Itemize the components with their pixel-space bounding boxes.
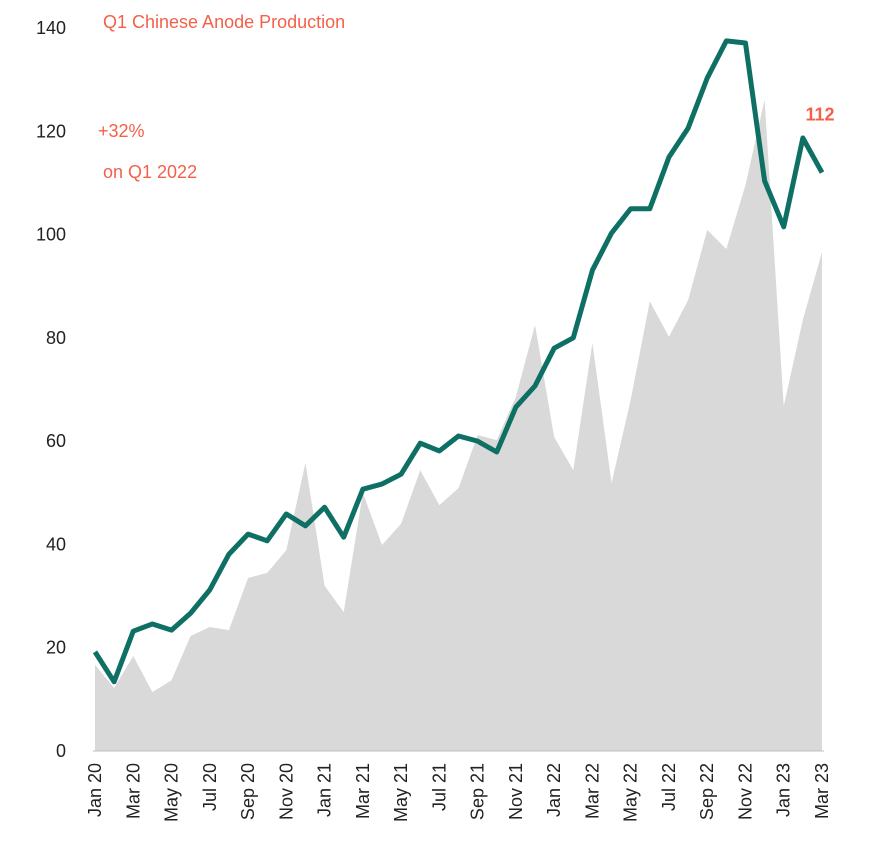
x-tick-label: Mar 22 (582, 763, 602, 819)
x-tick-label: Jan 23 (774, 763, 794, 817)
y-tick-label: 100 (36, 225, 66, 245)
x-tick-label: Jan 21 (315, 763, 335, 817)
y-tick-label: 0 (56, 741, 66, 761)
headline: +32% (98, 121, 145, 141)
x-tick-label: Mar 21 (353, 763, 373, 819)
area (95, 99, 822, 751)
y-tick-label: 40 (46, 534, 66, 554)
x-tick-label: Jan 20 (85, 763, 105, 817)
x-tick-label: Sep 20 (238, 763, 258, 820)
data-label: 112 (805, 105, 834, 125)
x-tick-label: Jan 22 (544, 763, 564, 817)
x-tick-label: Nov 21 (506, 763, 526, 820)
x-tick-label: May 22 (621, 763, 641, 822)
y-tick-label: 20 (46, 638, 66, 658)
chart-title: Q1 Chinese Anode Production (103, 12, 345, 32)
x-tick-label: Nov 22 (735, 763, 755, 820)
y-tick-label: 80 (46, 328, 66, 348)
y-tick-label: 120 (36, 121, 66, 141)
x-tick-label: May 21 (391, 763, 411, 822)
x-tick-label: Jul 21 (429, 763, 449, 811)
line (92, 38, 825, 685)
x-tick-label: Jul 22 (659, 763, 679, 811)
x-tick-label: Sep 22 (697, 763, 717, 820)
x-tick-label: Sep 21 (468, 763, 488, 820)
subtitle: on Q1 2022 (103, 162, 197, 182)
x-tick-label: Mar 20 (123, 763, 143, 819)
x-tick-label: Nov 20 (276, 763, 296, 820)
x-tick-label: May 20 (162, 763, 182, 822)
x-tick-label: Jul 20 (200, 763, 220, 811)
x-tick-label: Mar 23 (812, 763, 832, 819)
y-tick-label: 140 (36, 18, 66, 38)
y-tick-label: 60 (46, 431, 66, 451)
